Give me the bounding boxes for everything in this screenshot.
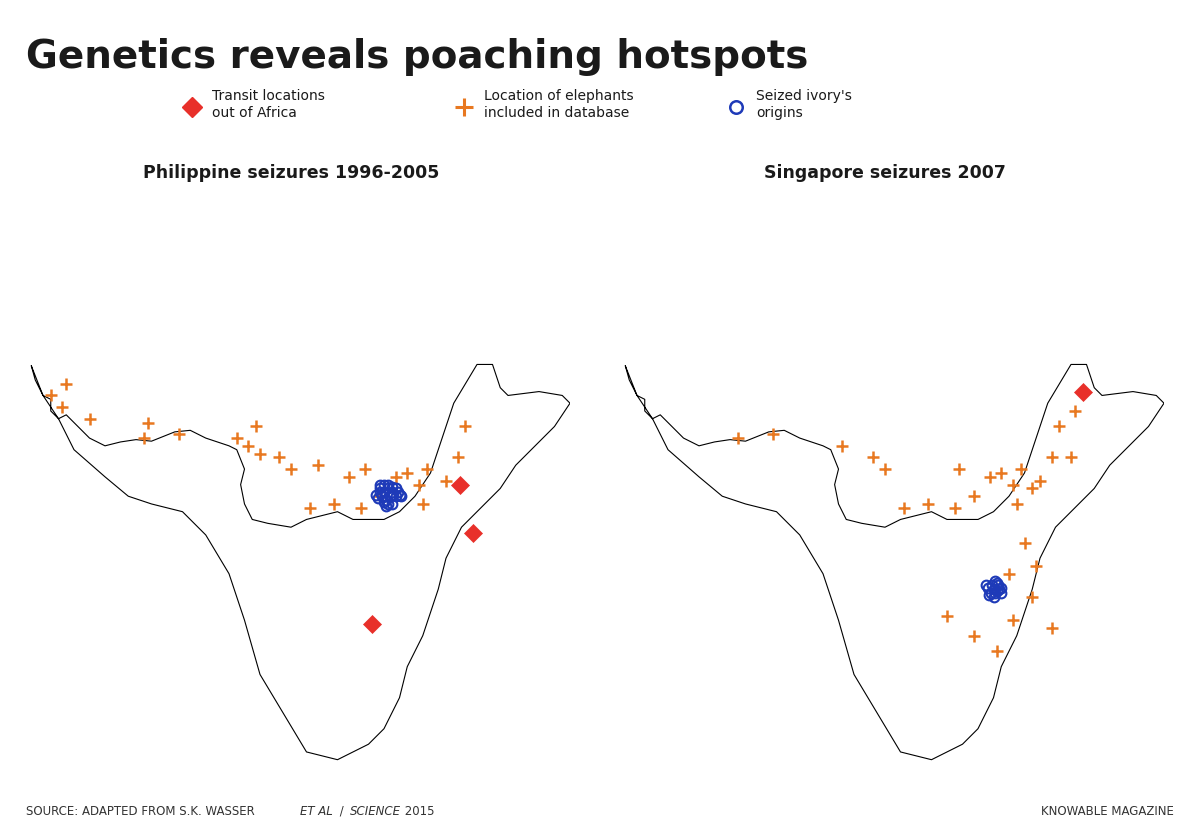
Text: /: / (336, 804, 348, 818)
Title: Philippine seizures 1996-2005: Philippine seizures 1996-2005 (143, 164, 439, 182)
Text: Genetics reveals poaching hotspots: Genetics reveals poaching hotspots (26, 38, 809, 75)
Text: SCIENCE: SCIENCE (350, 804, 402, 818)
Text: ET AL: ET AL (300, 804, 332, 818)
Text: 2015: 2015 (401, 804, 434, 818)
Text: KNOWABLE MAGAZINE: KNOWABLE MAGAZINE (1040, 804, 1174, 818)
Text: SOURCE: ADAPTED FROM S.K. WASSER: SOURCE: ADAPTED FROM S.K. WASSER (26, 804, 259, 818)
Title: Singapore seizures 2007: Singapore seizures 2007 (764, 164, 1006, 182)
Text: Transit locations
out of Africa: Transit locations out of Africa (212, 89, 325, 120)
Text: Location of elephants
included in database: Location of elephants included in databa… (484, 89, 634, 120)
Text: Seized ivory's
origins: Seized ivory's origins (756, 89, 852, 120)
